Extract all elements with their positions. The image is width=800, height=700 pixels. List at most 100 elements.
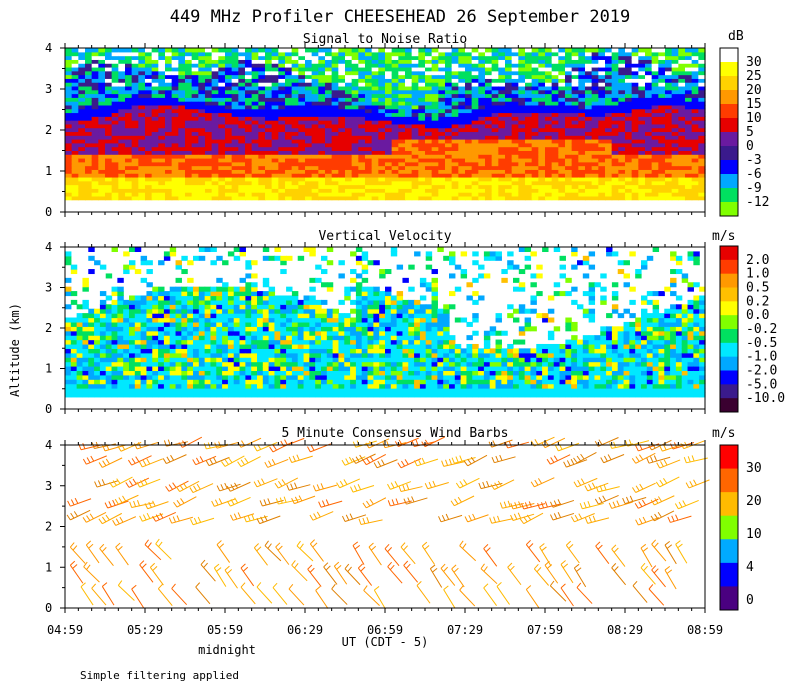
- snr-cell: [485, 89, 493, 95]
- snr-cell: [258, 89, 266, 95]
- snr-cell: [505, 101, 513, 106]
- snr-cell: [245, 93, 253, 98]
- snr-cell: [365, 120, 373, 125]
- snr-cell: [525, 116, 533, 121]
- snr-cell: [431, 82, 439, 87]
- snr-cell: [498, 142, 506, 148]
- snr-cell: [278, 123, 286, 129]
- snr-cell: [145, 150, 153, 155]
- snr-cell: [691, 192, 699, 197]
- snr-cell: [678, 55, 686, 60]
- snr-cell: [671, 70, 679, 76]
- vv-cell: [76, 348, 84, 354]
- snr-cell: [385, 112, 393, 117]
- snr-cell: [65, 104, 73, 110]
- vv-cell: [158, 317, 165, 323]
- snr-cell: [485, 55, 493, 60]
- snr-cell: [585, 173, 593, 178]
- snr-cell: [611, 59, 619, 64]
- snr-cell: [638, 85, 646, 91]
- snr-cell: [98, 97, 106, 102]
- vv-cell: [245, 317, 252, 323]
- vv-cell: [227, 343, 235, 349]
- snr-cell: [91, 97, 99, 102]
- snr-cell: [651, 184, 659, 189]
- vv-cell: [82, 282, 89, 288]
- snr-cell: [218, 66, 226, 72]
- snr-cell: [151, 169, 159, 174]
- snr-cell: [638, 120, 646, 125]
- snr-cell: [385, 120, 393, 125]
- snr-cell: [71, 112, 79, 117]
- snr-cell: [258, 195, 266, 201]
- vv-cell: [204, 295, 212, 301]
- snr-cell: [118, 48, 126, 53]
- vv-cell: [233, 374, 241, 380]
- snr-cell: [405, 101, 413, 106]
- snr-cell: [431, 169, 439, 174]
- snr-cell: [71, 93, 79, 98]
- vv-cell: [175, 295, 182, 301]
- vv-cell: [70, 357, 78, 363]
- vv-cell: [146, 370, 153, 376]
- snr-cell: [625, 123, 633, 129]
- snr-cell: [605, 55, 613, 60]
- snr-cell: [91, 165, 99, 170]
- snr-cell: [511, 146, 519, 151]
- snr-cell: [678, 101, 686, 106]
- snr-cell: [465, 184, 473, 189]
- vv-cell: [274, 361, 281, 367]
- snr-cell: [558, 123, 566, 129]
- snr-cell: [98, 123, 106, 129]
- snr-cell: [118, 173, 126, 178]
- snr-cell: [358, 116, 366, 121]
- snr-cell: [231, 85, 239, 91]
- snr-cell: [311, 82, 319, 87]
- snr-cell: [258, 59, 266, 64]
- snr-cell: [371, 70, 379, 76]
- snr-cell: [351, 150, 359, 155]
- snr-cell: [471, 78, 479, 83]
- snr-cell: [171, 85, 179, 91]
- snr-cell: [571, 108, 579, 114]
- snr-cell: [491, 101, 499, 106]
- snr-cell: [378, 123, 386, 129]
- snr-cell: [658, 157, 666, 163]
- snr-cell: [558, 146, 566, 151]
- snr-cell: [578, 184, 586, 189]
- snr-cell: [258, 70, 266, 76]
- snr-cell: [418, 135, 426, 140]
- snr-cell: [351, 154, 359, 159]
- snr-cell: [285, 161, 293, 167]
- snr-cell: [318, 85, 326, 91]
- snr-cell: [265, 173, 273, 178]
- snr-cell: [285, 150, 293, 155]
- snr-cell: [485, 139, 493, 144]
- snr-cell: [258, 120, 266, 125]
- snr-cell: [558, 195, 566, 201]
- snr-cell: [378, 78, 386, 83]
- snr-cell: [531, 51, 539, 57]
- snr-cell: [511, 195, 519, 201]
- snr-cell: [91, 51, 99, 57]
- snr-cell: [391, 78, 399, 83]
- snr-cell: [678, 108, 686, 114]
- snr-cell: [318, 97, 326, 102]
- snr-cell: [125, 142, 133, 148]
- vv-cell: [210, 392, 217, 398]
- snr-cell: [218, 154, 226, 159]
- vv-cell: [94, 260, 101, 266]
- vv-cell: [163, 365, 171, 372]
- vv-cell: [117, 277, 124, 283]
- snr-cell: [498, 188, 506, 193]
- snr-cell: [138, 70, 146, 76]
- snr-cell: [338, 59, 346, 64]
- snr-cell: [658, 169, 666, 174]
- snr-cell: [205, 161, 213, 167]
- snr-cell: [545, 55, 553, 60]
- snr-cell: [525, 146, 533, 151]
- snr-cell: [371, 48, 379, 53]
- snr-cell: [605, 180, 613, 186]
- snr-cell: [198, 123, 206, 129]
- snr-cell: [445, 142, 453, 148]
